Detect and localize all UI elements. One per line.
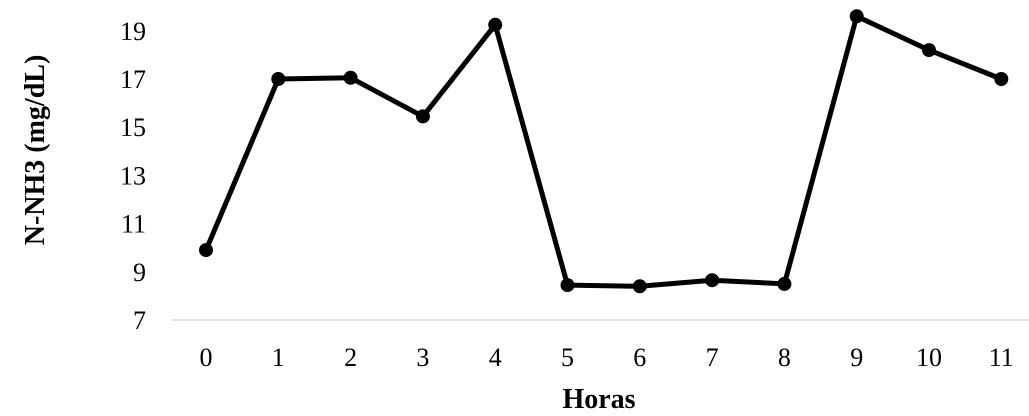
y-tick-label: 9 xyxy=(133,258,146,287)
data-point xyxy=(199,243,213,258)
data-point xyxy=(849,9,864,24)
x-axis-tick-labels: 0 1 2 3 4 5 6 7 8 9 10 11 xyxy=(200,343,1014,372)
data-point xyxy=(632,279,647,294)
data-point xyxy=(777,276,792,291)
x-tick-label: 5 xyxy=(561,343,574,372)
x-tick-label: 11 xyxy=(989,343,1014,372)
y-tick-label: 7 xyxy=(133,306,146,335)
x-tick-label: 4 xyxy=(489,343,502,372)
y-tick-label: 11 xyxy=(121,210,146,239)
x-tick-label: 10 xyxy=(916,343,942,372)
x-tick-label: 8 xyxy=(778,343,791,372)
data-point xyxy=(994,72,1009,86)
x-tick-label: 7 xyxy=(706,343,719,372)
data-point xyxy=(560,278,575,293)
data-point xyxy=(705,273,720,288)
x-tick-label: 0 xyxy=(200,343,213,372)
data-point xyxy=(271,72,286,86)
x-tick-label: 9 xyxy=(850,343,863,372)
x-tick-label: 3 xyxy=(416,343,429,372)
x-axis-title: Horas xyxy=(562,384,635,415)
y-axis-tick-labels: 7 9 11 13 15 17 19 xyxy=(120,17,146,335)
data-point xyxy=(922,43,936,58)
x-tick-label: 6 xyxy=(633,343,646,372)
y-tick-label: 15 xyxy=(120,113,146,142)
y-axis-title: N-NH3 (mg/dL) xyxy=(20,55,51,246)
x-tick-label: 1 xyxy=(272,343,285,372)
data-point xyxy=(343,70,358,85)
x-tick-label: 2 xyxy=(344,343,357,372)
y-tick-label: 19 xyxy=(120,17,146,46)
y-tick-label: 13 xyxy=(120,161,146,190)
data-point xyxy=(415,109,430,124)
series-line xyxy=(203,13,1004,289)
data-point xyxy=(488,17,503,32)
series-layer xyxy=(199,9,1009,294)
y-tick-label: 17 xyxy=(120,65,146,94)
